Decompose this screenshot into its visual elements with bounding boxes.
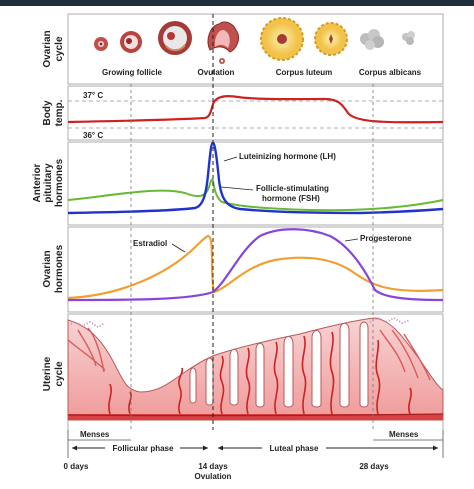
label-fsh-line2: hormone (FSH) bbox=[262, 194, 320, 203]
svg-text:Ovarian: Ovarian bbox=[42, 250, 53, 287]
axis-day-14: 14 days bbox=[198, 462, 228, 471]
label-fsh-line1: Follicle-stimulating bbox=[256, 184, 329, 193]
endometrium-illustration bbox=[67, 316, 444, 421]
row-label-pituitary: Anterior pituitary hormones bbox=[32, 158, 65, 207]
temp-36-label: 36° C bbox=[83, 131, 103, 140]
lh-curve bbox=[67, 141, 444, 215]
phase-bar bbox=[68, 430, 443, 456]
lh-leader-line bbox=[223, 156, 238, 162]
axis-day-0: 0 days bbox=[64, 462, 89, 471]
label-progesterone: Progesterone bbox=[360, 234, 412, 243]
label-menses-left: Menses bbox=[80, 430, 110, 439]
svg-text:cycle: cycle bbox=[54, 361, 65, 386]
label-menses-right: Menses bbox=[389, 430, 419, 439]
svg-text:Body: Body bbox=[42, 100, 53, 125]
corpus-luteum-large bbox=[260, 17, 304, 61]
label-estradiol: Estradiol bbox=[133, 239, 167, 248]
svg-text:Ovarian: Ovarian bbox=[42, 30, 53, 67]
body-temperature-curve bbox=[67, 95, 444, 124]
svg-text:temp.: temp. bbox=[54, 99, 65, 126]
progesterone-curve bbox=[67, 228, 444, 302]
svg-text:hormones: hormones bbox=[54, 158, 65, 207]
follicle-stage-1 bbox=[94, 37, 108, 51]
ovulation-follicle bbox=[207, 21, 239, 64]
label-growing-follicle: Growing follicle bbox=[102, 68, 163, 77]
label-ovulation: Ovulation bbox=[198, 68, 235, 77]
row-label-uterine-cycle: Uterine cycle bbox=[42, 356, 65, 391]
temp-37-label: 37° C bbox=[83, 91, 103, 100]
svg-text:hormones: hormones bbox=[54, 244, 65, 293]
follicle-stage-2 bbox=[120, 31, 142, 53]
body-temp-panel bbox=[67, 85, 444, 141]
estradiol-leader-line bbox=[171, 243, 186, 253]
svg-text:Anterior: Anterior bbox=[32, 163, 43, 202]
label-corpus-albicans: Corpus albicans bbox=[359, 68, 422, 77]
label-lh: Luteinizing hormone (LH) bbox=[239, 152, 336, 161]
svg-text:cycle: cycle bbox=[54, 36, 65, 61]
row-label-ovarian-cycle: Ovarian cycle bbox=[42, 30, 65, 67]
svg-text:pituitary: pituitary bbox=[43, 163, 54, 203]
follicle-stage-3 bbox=[158, 21, 192, 55]
corpus-albicans-small bbox=[402, 31, 415, 45]
follicular-phase-arrow bbox=[72, 445, 208, 451]
luteal-phase-arrow bbox=[218, 445, 438, 451]
label-follicular-phase: Follicular phase bbox=[113, 444, 174, 453]
top-border bbox=[0, 0, 474, 6]
corpus-luteum-small bbox=[314, 22, 348, 56]
row-label-ovarian-hormones: Ovarian hormones bbox=[42, 244, 65, 293]
axis-day-28: 28 days bbox=[359, 462, 389, 471]
corpus-albicans-large bbox=[360, 29, 384, 50]
svg-text:Uterine: Uterine bbox=[42, 356, 53, 391]
progesterone-leader-line bbox=[344, 238, 359, 242]
label-luteal-phase: Luteal phase bbox=[270, 444, 319, 453]
axis-ovulation: Ovulation bbox=[195, 472, 232, 481]
fsh-leader-line bbox=[220, 186, 254, 191]
label-corpus-luteum: Corpus luteum bbox=[276, 68, 332, 77]
ovarian-hormones-panel bbox=[67, 226, 444, 313]
row-label-body-temp: Body temp. bbox=[42, 99, 65, 126]
